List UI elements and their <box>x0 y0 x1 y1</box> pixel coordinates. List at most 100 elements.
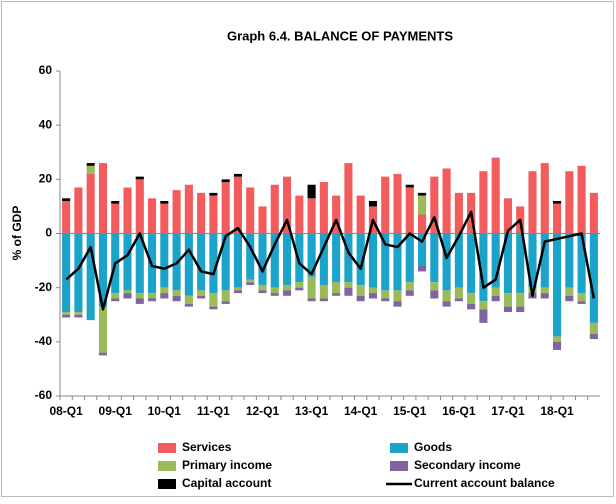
bar-segment <box>221 290 230 302</box>
bar-segment <box>332 233 341 283</box>
legend-swatch <box>158 479 176 489</box>
bar-segment <box>454 192 463 234</box>
bar-segment <box>393 173 402 234</box>
bar-segment <box>307 276 316 299</box>
bar-segment <box>270 233 279 288</box>
bar-segment <box>86 173 95 234</box>
bar-segment <box>147 293 157 299</box>
bar-segment <box>381 176 390 234</box>
bar-segment <box>86 233 95 321</box>
bar-segment <box>368 293 378 299</box>
bar-segment <box>160 203 169 234</box>
bar-segment <box>62 198 71 201</box>
bar-segment <box>467 233 476 294</box>
bar-segment <box>282 284 292 291</box>
bar-segment <box>381 290 390 299</box>
bar-segment <box>111 203 120 234</box>
bar-segment <box>344 233 353 283</box>
bar-segment <box>479 233 488 302</box>
x-tick-label: 12-Q1 <box>246 404 280 418</box>
bar-segment <box>467 293 476 304</box>
bar-segment <box>135 293 144 299</box>
bar-segment <box>491 157 500 234</box>
bar-segment <box>381 298 390 302</box>
bar-segment <box>135 233 144 294</box>
bar-segment <box>258 233 267 285</box>
bar-segment <box>368 287 378 294</box>
bar-segment <box>270 184 279 234</box>
y-axis-title: % of GDP <box>10 206 24 261</box>
legend-swatch <box>390 461 408 471</box>
bar-segment <box>197 192 206 234</box>
bar-segment <box>160 293 169 299</box>
bar-segment <box>111 201 120 204</box>
y-tick-label: 60 <box>39 63 53 77</box>
bar-segment <box>405 233 414 283</box>
bar-segment <box>344 282 353 288</box>
bar-segment <box>332 282 341 294</box>
bar-segment <box>503 306 513 313</box>
bar-segment <box>270 287 279 294</box>
bar-segment <box>160 287 169 294</box>
bar-segment <box>417 192 427 196</box>
bar-segment <box>172 290 181 296</box>
bar-segment <box>209 306 218 310</box>
bar-segment <box>246 279 255 283</box>
bar-segment <box>282 176 292 234</box>
bar-segment <box>221 182 230 234</box>
bar-segment <box>516 306 525 313</box>
bar-segment <box>246 187 255 234</box>
bar-segment <box>577 233 586 294</box>
bar-segment <box>491 287 500 296</box>
bar-segment <box>332 293 341 296</box>
bar-segment <box>111 293 120 299</box>
bar-segment <box>528 171 537 234</box>
bar-segment <box>565 287 574 296</box>
x-tick-label: 13-Q1 <box>295 404 329 418</box>
bar-segment <box>393 290 402 302</box>
bar-segment <box>405 187 414 234</box>
bar-segment <box>491 233 500 288</box>
y-tick-label: -20 <box>35 280 53 294</box>
bar-segment <box>356 195 365 234</box>
bar-segment <box>319 284 328 299</box>
bar-segment <box>74 314 83 318</box>
bar-segment <box>344 287 353 296</box>
bar-segment <box>565 295 574 302</box>
bar-segment <box>503 293 513 307</box>
x-tick-label: 16-Q1 <box>442 404 476 418</box>
bar-segment <box>393 233 402 291</box>
bar-segment <box>86 165 95 174</box>
bar-segment <box>417 195 427 215</box>
bar-segment <box>233 287 243 291</box>
legend-label: Primary income <box>182 458 272 472</box>
y-tick-label: 20 <box>39 172 53 186</box>
bar-segment <box>184 303 193 307</box>
bar-segment <box>417 214 427 234</box>
bar-segment <box>258 284 267 291</box>
bar-segment <box>98 233 108 307</box>
y-tick-label: -60 <box>35 388 53 402</box>
bar-segment <box>356 233 365 285</box>
bar-segment <box>295 195 304 234</box>
bar-segment <box>197 233 206 291</box>
bar-segment <box>123 290 132 294</box>
bar-segment <box>442 168 451 234</box>
bar-segment <box>405 290 414 296</box>
bar-segment <box>454 233 463 288</box>
bar-segment <box>381 233 390 291</box>
bar-segment <box>577 301 586 304</box>
bar-segment <box>135 179 144 234</box>
bar-segment <box>319 233 328 285</box>
bar-segment <box>442 233 451 291</box>
line-series <box>65 210 596 311</box>
bar-segment <box>62 201 71 234</box>
bar-segment <box>405 282 414 291</box>
bar-segment <box>197 295 206 299</box>
bar-segment <box>209 293 218 307</box>
bar-segment <box>86 163 95 166</box>
bar-segment <box>368 201 378 207</box>
legend-swatch <box>158 443 176 453</box>
x-tick-label: 18-Q1 <box>540 404 574 418</box>
